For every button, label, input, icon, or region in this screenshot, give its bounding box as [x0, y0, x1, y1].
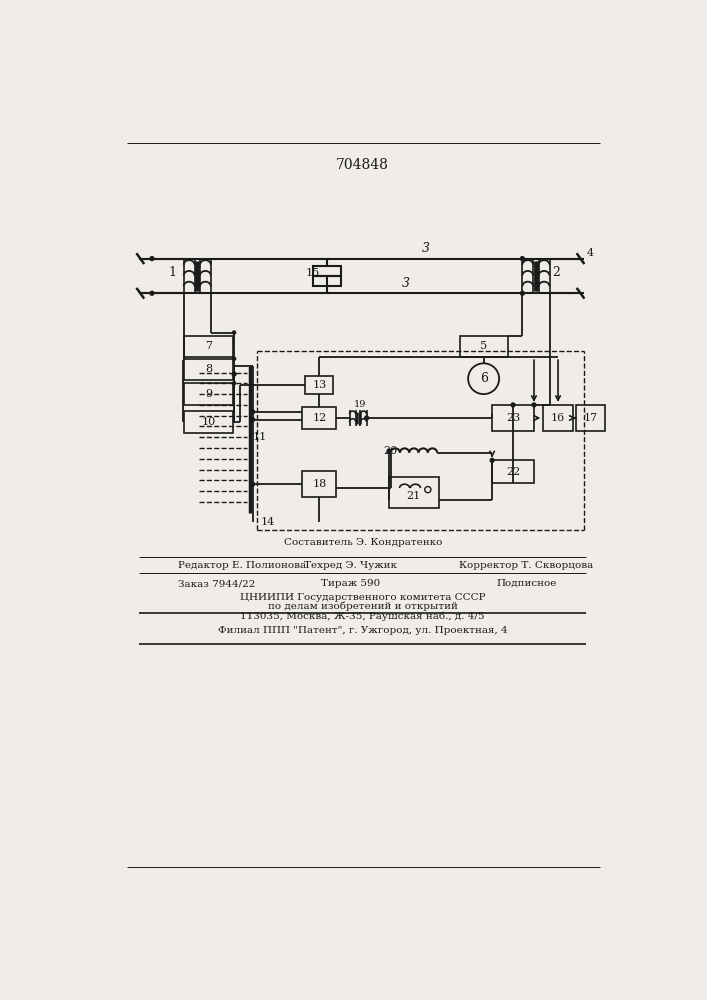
Text: 23: 23: [506, 413, 520, 423]
Text: 19: 19: [354, 400, 366, 409]
Bar: [313, 266, 341, 276]
Text: 13: 13: [312, 380, 327, 390]
Bar: [389, 477, 439, 508]
Circle shape: [511, 403, 515, 407]
Text: 20: 20: [383, 446, 397, 456]
Text: 14: 14: [260, 517, 275, 527]
Circle shape: [251, 410, 255, 414]
Circle shape: [520, 291, 525, 295]
Text: 6: 6: [479, 372, 488, 385]
Text: Филиал ППП "Патент", г. Ужгород, ул. Проектная, 4: Филиал ППП "Патент", г. Ужгород, ул. Про…: [218, 626, 508, 635]
Text: по делам изобретений и открытий: по делам изобретений и открытий: [268, 602, 457, 611]
Circle shape: [532, 403, 536, 407]
Bar: [492, 460, 534, 483]
Bar: [460, 336, 508, 357]
Bar: [185, 359, 233, 380]
Circle shape: [150, 257, 154, 261]
Text: 15: 15: [305, 268, 320, 278]
Circle shape: [232, 372, 236, 376]
Text: 4: 4: [587, 248, 594, 258]
Circle shape: [387, 449, 391, 453]
Bar: [303, 407, 337, 429]
Circle shape: [233, 331, 235, 334]
Text: Корректор Т. Скворцова: Корректор Т. Скворцова: [459, 561, 593, 570]
Bar: [303, 471, 337, 497]
Circle shape: [251, 418, 255, 421]
Text: 3: 3: [402, 277, 410, 290]
Text: Редактор Е. Полионова: Редактор Е. Полионова: [177, 561, 305, 570]
Text: 3: 3: [421, 242, 430, 255]
Text: 704848: 704848: [337, 158, 389, 172]
Bar: [185, 383, 233, 405]
Text: 7: 7: [205, 341, 212, 351]
Text: 9: 9: [205, 389, 212, 399]
Text: Техред Э. Чужик: Техред Э. Чужик: [304, 561, 397, 570]
Text: 2: 2: [552, 266, 560, 279]
Text: 10: 10: [201, 417, 216, 427]
Text: 21: 21: [406, 491, 421, 501]
Text: Тираж 590: Тираж 590: [321, 579, 380, 588]
Text: 22: 22: [506, 467, 520, 477]
Text: 11: 11: [252, 432, 267, 442]
Circle shape: [251, 482, 255, 486]
Text: ЦНИИПИ Государственного комитета СССР: ЦНИИПИ Государственного комитета СССР: [240, 593, 486, 602]
Text: Составитель Э. Кондратенко: Составитель Э. Кондратенко: [284, 538, 442, 547]
Bar: [492, 405, 534, 431]
Circle shape: [490, 458, 494, 462]
Circle shape: [233, 357, 235, 360]
Text: 5: 5: [480, 341, 487, 351]
Text: 18: 18: [312, 479, 327, 489]
Circle shape: [150, 291, 154, 295]
Bar: [575, 405, 605, 431]
Text: Подписное: Подписное: [496, 579, 556, 588]
Circle shape: [233, 382, 235, 385]
Bar: [185, 336, 233, 357]
Text: 17: 17: [583, 413, 597, 423]
Text: 113035, Москва, Ж-35, Раушская наб., д. 4/5: 113035, Москва, Ж-35, Раушская наб., д. …: [240, 612, 485, 621]
Bar: [543, 405, 573, 431]
Bar: [313, 276, 341, 286]
Text: 1: 1: [168, 266, 176, 279]
Text: Заказ 7944/22: Заказ 7944/22: [177, 579, 255, 588]
Circle shape: [365, 416, 368, 420]
Bar: [305, 376, 333, 394]
Text: 16: 16: [551, 413, 565, 423]
Text: 8: 8: [205, 364, 212, 374]
Text: 12: 12: [312, 413, 327, 423]
Circle shape: [520, 257, 525, 261]
Bar: [185, 411, 233, 433]
